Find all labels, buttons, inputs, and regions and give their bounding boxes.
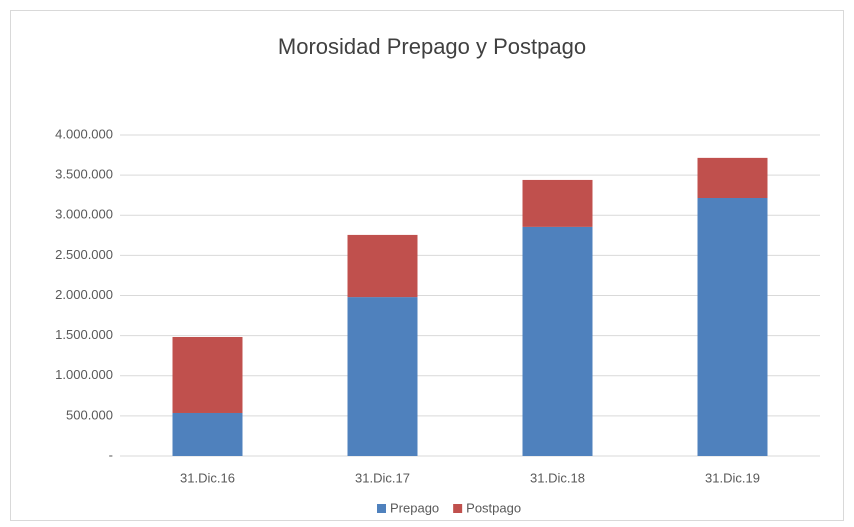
y-tick-label: 4.000.000 bbox=[55, 126, 113, 141]
bar-segment bbox=[347, 234, 418, 298]
y-tick-label: 2.500.000 bbox=[55, 247, 113, 262]
legend-label: Prepago bbox=[390, 500, 439, 515]
x-tick-label: 31.Dic.17 bbox=[355, 470, 410, 485]
chart-title: Morosidad Prepago y Postpago bbox=[278, 34, 586, 59]
x-tick-label: 31.Dic.18 bbox=[530, 470, 585, 485]
legend-label: Postpago bbox=[466, 500, 521, 515]
bar-segment bbox=[522, 179, 593, 227]
legend-swatch bbox=[377, 504, 386, 513]
x-tick-label: 31.Dic.16 bbox=[180, 470, 235, 485]
y-tick-label: - bbox=[109, 447, 113, 462]
y-tick-label: 1.500.000 bbox=[55, 327, 113, 342]
bar-segment bbox=[697, 157, 768, 198]
bar-segment bbox=[347, 297, 418, 456]
bar-segment bbox=[697, 197, 768, 456]
bar-segment bbox=[522, 226, 593, 456]
y-tick-label: 2.000.000 bbox=[55, 287, 113, 302]
y-tick-label: 3.000.000 bbox=[55, 207, 113, 222]
x-tick-label: 31.Dic.19 bbox=[705, 470, 760, 485]
y-tick-label: 1.000.000 bbox=[55, 367, 113, 382]
y-tick-label: 3.500.000 bbox=[55, 167, 113, 182]
bar-segment bbox=[172, 336, 243, 413]
bar-segment bbox=[172, 412, 243, 456]
y-tick-label: 500.000 bbox=[66, 407, 113, 422]
legend-swatch bbox=[453, 504, 463, 513]
